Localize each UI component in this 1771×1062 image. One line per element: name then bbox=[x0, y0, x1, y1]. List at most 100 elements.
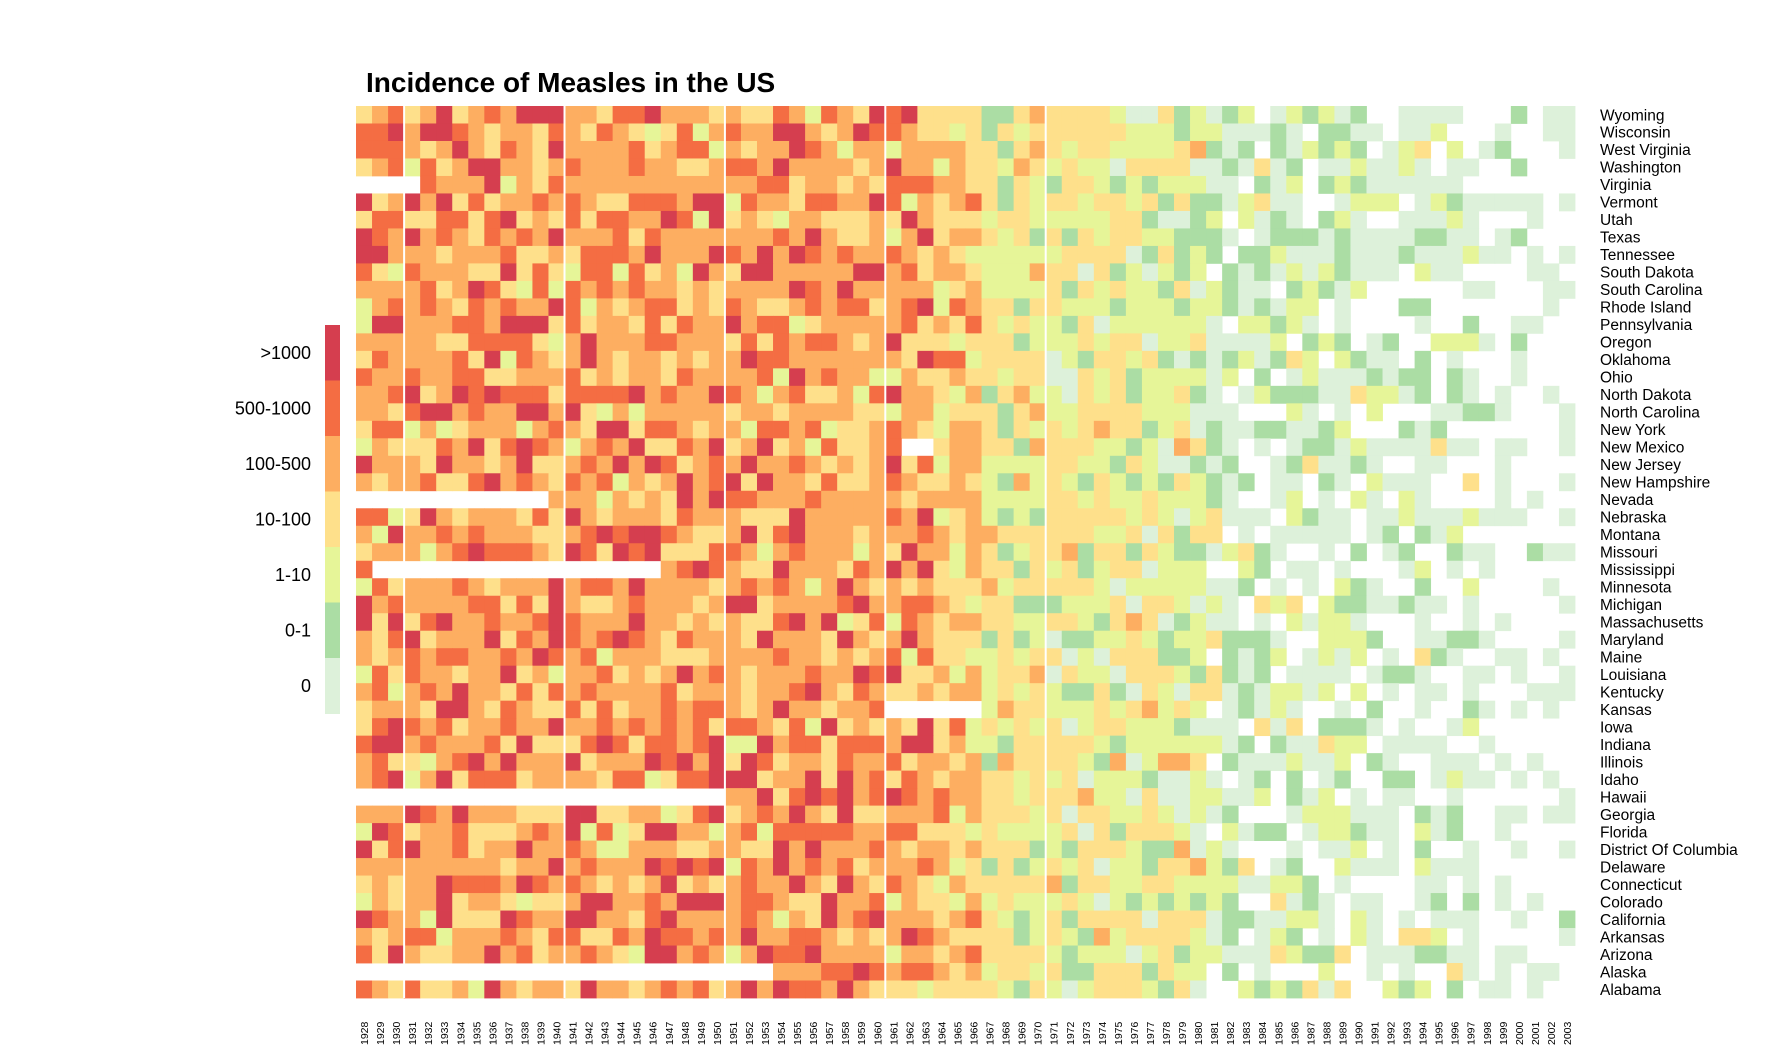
heatmap-cell bbox=[853, 840, 870, 859]
heatmap-cell bbox=[548, 210, 565, 229]
heatmap-cell bbox=[805, 280, 822, 299]
heatmap-cell bbox=[1157, 175, 1175, 194]
heatmap-cell bbox=[1093, 980, 1111, 999]
heatmap-cell bbox=[837, 543, 854, 562]
heatmap-cell bbox=[564, 420, 581, 439]
heatmap-cell bbox=[1446, 228, 1464, 247]
heatmap-cell bbox=[724, 683, 742, 702]
heatmap-cell bbox=[965, 490, 982, 509]
heatmap-cell bbox=[1061, 438, 1079, 457]
heatmap-cell bbox=[917, 368, 934, 387]
heatmap-cell bbox=[869, 140, 886, 159]
heatmap-cell bbox=[516, 858, 533, 876]
heatmap-cell bbox=[1414, 578, 1432, 597]
heatmap-cell bbox=[1446, 560, 1464, 579]
heatmap-cell bbox=[949, 403, 966, 422]
heatmap-cell bbox=[372, 315, 389, 334]
heatmap-cell bbox=[1174, 630, 1191, 649]
heatmap-cell bbox=[516, 210, 533, 229]
heatmap-cell bbox=[420, 473, 437, 492]
heatmap-cell bbox=[869, 508, 886, 527]
heatmap-cell bbox=[981, 770, 998, 789]
heatmap-cell bbox=[644, 298, 662, 317]
heatmap-cell bbox=[1206, 595, 1223, 614]
heatmap-cell bbox=[1430, 928, 1448, 946]
heatmap-cell bbox=[644, 543, 662, 562]
heatmap-cell bbox=[452, 718, 469, 737]
heatmap-cell bbox=[1077, 613, 1095, 632]
heatmap-cell bbox=[612, 333, 630, 352]
heatmap-cell bbox=[420, 630, 437, 649]
heatmap-cell bbox=[917, 648, 934, 667]
heatmap-cell bbox=[1206, 473, 1223, 492]
heatmap-cell bbox=[612, 228, 630, 247]
heatmap-cell bbox=[885, 543, 902, 562]
heatmap-cell bbox=[644, 578, 662, 597]
heatmap-cell bbox=[1462, 245, 1480, 264]
heatmap-cell bbox=[1222, 788, 1239, 807]
heatmap-cell bbox=[1414, 945, 1432, 964]
heatmap-cell bbox=[1013, 473, 1031, 492]
heatmap-cell bbox=[484, 805, 501, 824]
heatmap-cell bbox=[1526, 893, 1544, 911]
heatmap-cell bbox=[1286, 106, 1303, 124]
heatmap-cell bbox=[516, 665, 533, 684]
heatmap-cell bbox=[724, 648, 742, 667]
heatmap-cell bbox=[484, 123, 501, 142]
heatmap-cell bbox=[773, 753, 790, 772]
heatmap-cell bbox=[1254, 280, 1271, 299]
heatmap-cell bbox=[1494, 438, 1512, 457]
heatmap-cell bbox=[789, 928, 806, 946]
heatmap-cell bbox=[1558, 630, 1576, 649]
heatmap-cell bbox=[1334, 315, 1351, 334]
heatmap-cell bbox=[452, 333, 469, 352]
heatmap-cell bbox=[805, 963, 822, 981]
heatmap-cell bbox=[869, 875, 886, 894]
heatmap-cell bbox=[516, 840, 533, 859]
heatmap-cell bbox=[612, 315, 630, 334]
heatmap-cell bbox=[1013, 578, 1031, 597]
heatmap-cell bbox=[805, 245, 822, 264]
heatmap-cell bbox=[1334, 805, 1351, 824]
heatmap-cell bbox=[821, 210, 838, 229]
heatmap-cell bbox=[420, 368, 437, 387]
heatmap-cell bbox=[1510, 193, 1528, 212]
heatmap-cell bbox=[1109, 893, 1127, 911]
heatmap-cell bbox=[452, 298, 469, 317]
heatmap-cell bbox=[612, 543, 630, 562]
heatmap-cell bbox=[756, 508, 774, 527]
heatmap-cell bbox=[1254, 945, 1271, 964]
heatmap-cell bbox=[580, 298, 597, 317]
heatmap-cell bbox=[837, 280, 854, 299]
heatmap-cell bbox=[388, 875, 405, 894]
heatmap-cell bbox=[420, 123, 437, 142]
heatmap-cell bbox=[1478, 280, 1496, 299]
heatmap-cell bbox=[1109, 525, 1127, 544]
heatmap-cell bbox=[1029, 106, 1047, 124]
heatmap-cell bbox=[1318, 928, 1335, 946]
state-label: Vermont bbox=[1600, 195, 1658, 212]
heatmap-cell bbox=[660, 438, 678, 457]
heatmap-cell bbox=[724, 123, 742, 142]
heatmap-cell bbox=[1542, 298, 1560, 317]
heatmap-cell bbox=[644, 193, 662, 212]
heatmap-cell bbox=[1077, 525, 1095, 544]
heatmap-cell bbox=[1109, 770, 1127, 789]
heatmap-cell bbox=[789, 368, 806, 387]
heatmap-cell bbox=[1029, 928, 1047, 946]
heatmap-cell bbox=[1270, 980, 1287, 999]
heatmap-cell bbox=[516, 613, 533, 632]
heatmap-cell bbox=[1318, 473, 1335, 492]
heatmap-cell bbox=[660, 245, 678, 264]
heatmap-cell bbox=[1029, 963, 1047, 981]
heatmap-cell bbox=[676, 298, 694, 317]
heatmap-cell bbox=[1318, 123, 1335, 142]
state-label: Idaho bbox=[1600, 772, 1639, 789]
heatmap-cell bbox=[1302, 665, 1319, 684]
heatmap-cell bbox=[708, 770, 726, 789]
heatmap-cell bbox=[1190, 858, 1207, 876]
heatmap-cell bbox=[468, 735, 485, 754]
heatmap-cell bbox=[612, 665, 630, 684]
heatmap-cell bbox=[1238, 158, 1255, 177]
heatmap-cell bbox=[596, 350, 614, 369]
